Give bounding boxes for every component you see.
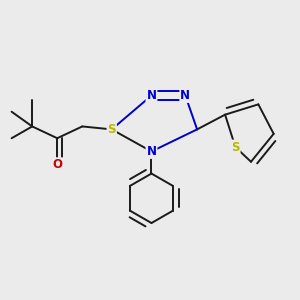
Text: N: N: [146, 89, 157, 102]
Text: S: S: [231, 141, 240, 154]
Text: N: N: [180, 89, 190, 102]
Text: N: N: [146, 145, 157, 158]
Text: S: S: [107, 123, 116, 136]
Text: O: O: [52, 158, 62, 171]
